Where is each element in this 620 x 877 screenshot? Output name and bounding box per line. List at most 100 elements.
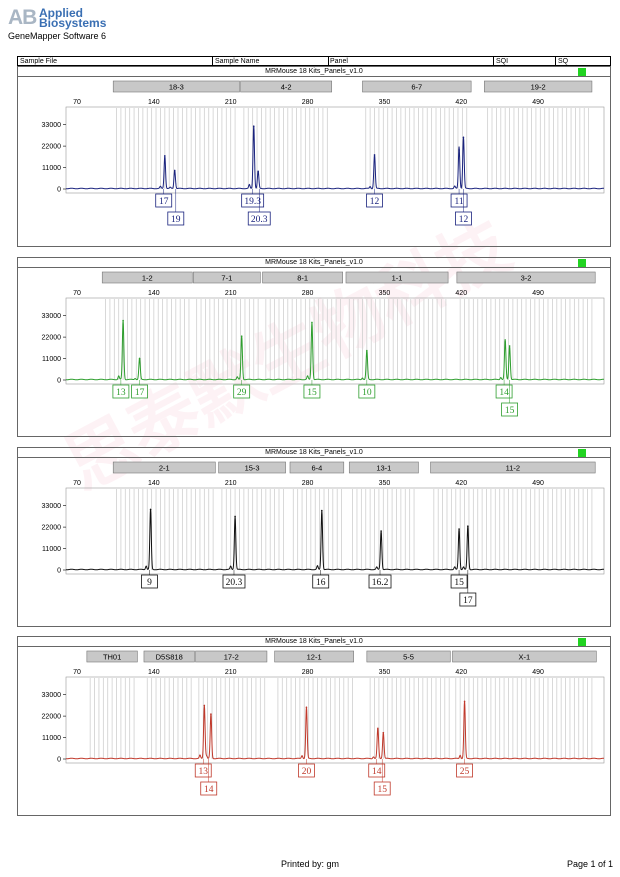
allele-box [455,211,472,226]
peak-point [164,155,166,157]
peak-point [467,525,469,527]
x-tick-label: 280 [302,480,314,487]
marker-bin [452,650,597,663]
allele-box [368,574,392,589]
x-tick-label: 350 [379,480,391,487]
electropherogram-svg: 1-2 7-1 8-1 1-1 3-2 70 140 210 280 350 420 490 0 1100… [42,271,605,417]
marker-label: 13-1 [376,464,391,473]
allele-box [112,384,130,399]
allele-box [368,763,386,778]
marker-label: 5-5 [403,653,414,662]
allele-label: 14 [499,388,509,398]
x-tick-label: 490 [532,99,544,106]
y-tick-label: 0 [57,187,61,194]
marker-bin [366,650,451,663]
peak-point [311,321,313,324]
marker-label: 15-3 [245,464,260,473]
x-tick-label: 490 [532,480,544,487]
marker-label: D5S818 [156,653,183,662]
electropherogram-svg: 2-1 15-3 6-4 13-1 11-2 70 140 210 280 350 420 490 0 1… [42,461,605,607]
allele-box [358,384,376,399]
peak-point [321,509,323,512]
x-tick-label: 280 [302,99,314,106]
allele-label: 25 [460,767,470,777]
col-sqi[interactable]: SQI [496,58,509,65]
allele-box [200,781,218,796]
plot-frame [65,106,605,194]
plot-frame [65,487,605,575]
x-tick-label: 350 [379,669,391,676]
allele-box [366,193,383,208]
y-tick-label: 33000 [42,313,62,320]
marker-label: 17-2 [224,653,239,662]
marker-label: 18-3 [169,83,184,92]
quality-flag-icon [578,449,586,457]
x-tick-label: 490 [532,290,544,297]
quality-flag-icon [578,259,586,267]
allele-label: 17 [135,388,145,398]
allele-label: 15 [307,388,317,398]
allele-box [141,574,158,589]
trace-line [65,125,604,190]
allele-box [131,384,148,399]
allele-label: 16.2 [372,578,389,588]
peak-point [462,136,465,139]
allele-label: 14 [372,767,382,777]
col-sample-file[interactable]: Sample File [20,58,57,65]
y-tick-label: 11000 [42,356,61,363]
y-tick-label: 0 [57,378,61,385]
x-tick-label: 350 [379,99,391,106]
marker-bin [362,80,472,93]
marker-bin [430,461,596,474]
allele-label: 14 [204,785,214,795]
x-tick-label: 420 [455,669,467,676]
col-panel[interactable]: Panel [330,58,348,65]
y-tick-label: 22000 [42,144,62,151]
electropherogram-svg: 18-3 4-2 6-7 19-2 70 140 210 280 350 420 490 0 11000… [42,80,605,226]
x-tick-label: 420 [455,480,467,487]
brand-line1: Applied [39,6,83,20]
marker-label: 2-1 [159,464,170,473]
col-sample-name[interactable]: Sample Name [215,58,260,65]
allele-box [456,763,473,778]
marker-bin [348,461,419,474]
peak-point [234,515,236,518]
marker-label: 6-4 [311,464,322,473]
marker-bin [274,650,354,663]
y-tick-label: 11000 [42,546,61,553]
logo-mark: AB [8,6,37,29]
allele-label: 9 [147,578,152,588]
x-tick-label: 280 [302,669,314,676]
allele-box [312,574,330,589]
allele-label: 19 [171,215,181,225]
x-tick-label: 140 [148,290,160,297]
peak-point [305,706,308,709]
marker-bin [345,271,449,284]
marker-bin [484,80,593,93]
marker-label: TH01 [103,653,121,662]
x-tick-label: 70 [73,290,81,297]
x-tick-label: 420 [455,290,467,297]
allele-label: 13 [198,767,208,777]
allele-box [373,781,391,796]
panel-title: MRMouse 18 Kits_Panels_v1.0 [18,637,610,647]
x-tick-label: 210 [225,669,237,676]
allele-label: 17 [159,197,169,207]
peak-point [122,319,124,322]
trace-line [65,700,604,760]
x-tick-label: 70 [73,99,81,106]
panel-title: MRMouse 18 Kits_Panels_v1.0 [18,448,610,458]
allele-box [194,763,212,778]
allele-label: 15 [505,406,515,416]
marker-bin [195,650,268,663]
col-sq[interactable]: SQ [558,58,569,65]
x-tick-label: 140 [148,99,160,106]
peak-point [458,528,460,530]
peak-point [252,125,255,128]
allele-label: 16 [316,578,326,588]
allele-label: 15 [377,785,387,795]
trace-line [65,319,604,381]
peak-point [203,704,206,707]
y-tick-label: 11000 [42,735,61,742]
y-tick-label: 0 [57,757,61,764]
